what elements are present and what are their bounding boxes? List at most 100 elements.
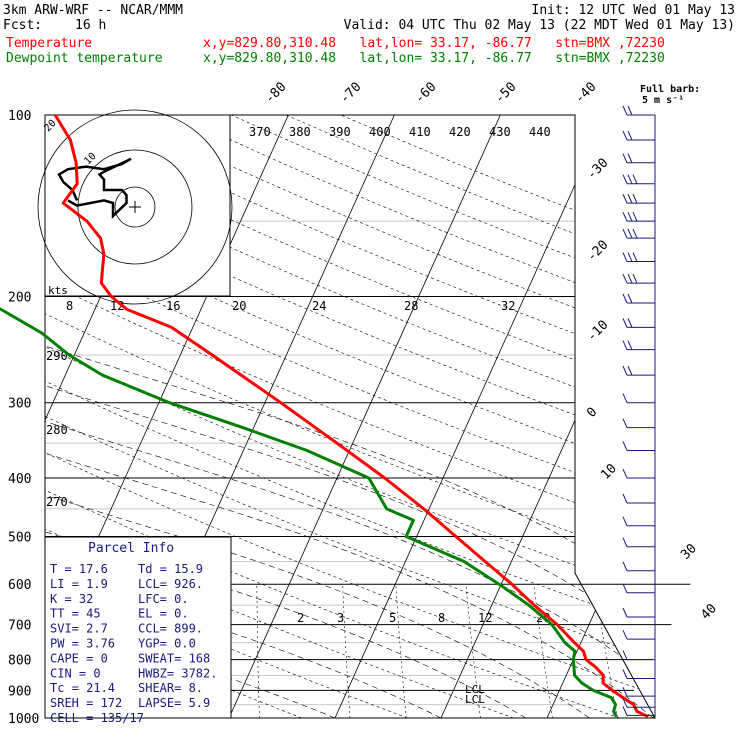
isotherm-label: -30 xyxy=(584,156,611,183)
isotherm-label: -10 xyxy=(584,318,611,345)
dry-adiabat-line xyxy=(45,115,655,718)
mixing-ratio-label: 3 xyxy=(337,611,344,625)
parcel-info-right: LCL= 926. xyxy=(138,577,203,591)
wind-barb-feather xyxy=(632,273,638,284)
mixing-ratio-line xyxy=(342,584,351,718)
parcel-info-left: K = 32 xyxy=(50,592,93,606)
isotherm-label: 0 xyxy=(584,405,600,421)
wind-barb-feather xyxy=(622,669,628,679)
hodograph-unit-label: kts xyxy=(48,284,68,297)
wind-barb-feather xyxy=(622,340,628,350)
isotherm-label: -70 xyxy=(337,80,364,107)
mixing-ratio-label: 2 xyxy=(297,611,304,625)
theta-e-label: 280 xyxy=(46,423,68,437)
wind-barb-feather xyxy=(622,706,628,716)
isotherm-label: -80 xyxy=(262,80,289,107)
wind-barb-feather xyxy=(622,561,628,571)
wind-barb-feather xyxy=(622,650,628,660)
wind-barb-feather xyxy=(622,293,628,304)
isotherm-line xyxy=(228,115,501,718)
mixing-ratio-line xyxy=(395,584,407,718)
isotherm-label: -50 xyxy=(492,80,519,107)
mixing-ratio-line xyxy=(256,584,260,718)
dry-adiabat-line xyxy=(45,115,655,718)
parcel-info-right: HWBZ= 3782. xyxy=(138,666,217,680)
temperature-line xyxy=(53,114,649,719)
forecast-hour: 16 h xyxy=(75,18,107,33)
wind-barb-feather xyxy=(622,516,628,526)
wind-barb-feather xyxy=(622,105,628,116)
mixing-ratio-line xyxy=(533,584,553,718)
dry-adiabat-line xyxy=(45,115,655,718)
dry-adiabat-line xyxy=(230,115,655,718)
wind-barb-feather xyxy=(627,193,633,204)
theta-label: 380 xyxy=(289,125,311,139)
wind-barb-feather xyxy=(627,252,633,262)
wind-barb-feather xyxy=(622,493,628,504)
forecast-label: Fcst: xyxy=(3,18,43,33)
barb-key-title: Full barb: xyxy=(640,84,700,95)
wind-barb-feather xyxy=(622,365,628,376)
hodograph-box xyxy=(44,114,231,297)
parcel-info-left: CIN = 0 xyxy=(50,666,101,680)
wind-barb-feather xyxy=(622,583,628,594)
mixing-ratio-line xyxy=(465,584,481,718)
isotherm-line xyxy=(440,115,655,718)
pressure-label: 600 xyxy=(8,578,31,593)
wind-barb-feather xyxy=(622,418,628,428)
wind-barb-feather xyxy=(622,629,628,640)
hodograph-axis-label: 28 xyxy=(404,299,418,313)
theta-label: 400 xyxy=(369,125,391,139)
parcel-info-left: SREH = 172 xyxy=(50,696,122,710)
lcl-marker: LCL xyxy=(465,693,485,706)
valid-time: Valid: 04 UTC Thu 02 May 13 (22 MDT Wed … xyxy=(343,18,735,33)
isotherm-label: -40 xyxy=(572,80,599,107)
wind-barb-feather xyxy=(627,105,633,116)
pressure-label: 800 xyxy=(8,654,31,669)
wind-barb-feather xyxy=(627,340,633,350)
parcel-info-left: T = 17.6 xyxy=(50,562,108,576)
legend-dewpoint-name: Dewpoint temperature xyxy=(6,51,163,66)
wind-barb-feather xyxy=(622,468,628,479)
wind-barb-feather xyxy=(622,441,628,451)
isotherm-line xyxy=(652,115,655,718)
wind-barb-feather xyxy=(627,211,633,222)
dewpoint-line xyxy=(0,307,618,718)
wind-barb-feather xyxy=(627,174,633,184)
wind-barb-feather xyxy=(627,130,633,141)
legend-dewpoint-info: x,y=829.80,310.48 lat,lon= 33.17, -86.77… xyxy=(203,51,665,66)
isotherm-label: 30 xyxy=(678,541,700,563)
theta-label: 430 xyxy=(489,125,511,139)
wind-barb-feather xyxy=(622,153,628,163)
dry-adiabat-line xyxy=(45,115,655,718)
hodograph-axis-label: 24 xyxy=(312,299,326,313)
pressure-label: 300 xyxy=(8,397,31,412)
pressure-label: 900 xyxy=(8,684,31,699)
theta-e-label: 270 xyxy=(46,495,68,509)
isotherm-line xyxy=(546,115,655,718)
parcel-info-left: Tc = 21.4 xyxy=(50,681,115,695)
dry-adiabat-line xyxy=(45,115,655,718)
wind-barb-feather xyxy=(622,273,628,284)
hodograph-ring xyxy=(114,186,156,228)
hodograph-axis-label: 8 xyxy=(66,299,73,313)
wind-barb-feather xyxy=(627,293,633,304)
pressure-label: 200 xyxy=(8,291,31,306)
parcel-info-right: LAPSE= 5.9 xyxy=(138,696,210,710)
wind-barb-feather xyxy=(622,686,628,697)
parcel-info-title: Parcel Info xyxy=(88,541,174,556)
wind-barb-feather xyxy=(627,153,633,163)
dry-adiabat-line xyxy=(45,115,655,718)
isotherm-label: 10 xyxy=(598,461,620,483)
theta-label: 410 xyxy=(409,125,431,139)
pressure-label: 100 xyxy=(8,109,31,124)
parcel-info-right: YGP= 0.0 xyxy=(138,637,196,651)
wind-barb-feather xyxy=(622,537,628,547)
theta-label: 390 xyxy=(329,125,351,139)
pressure-label: 500 xyxy=(8,530,31,545)
parcel-info-left: PW = 3.76 xyxy=(50,637,115,651)
wind-barb-feather xyxy=(627,273,633,284)
parcel-info-left: SVI= 2.7 xyxy=(50,622,108,636)
moist-adiabat-line xyxy=(45,296,655,718)
wind-barb-feather xyxy=(622,228,628,239)
